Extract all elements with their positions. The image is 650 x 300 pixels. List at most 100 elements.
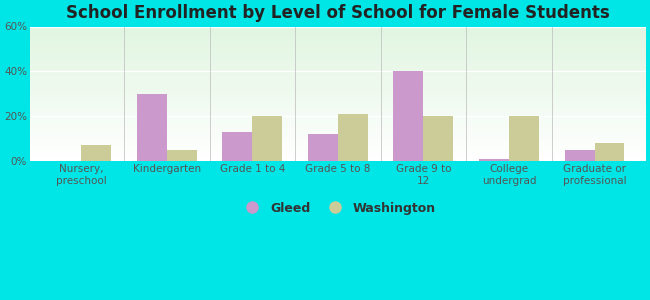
- Bar: [30, 41, 646, 43]
- Bar: [30, 63, 646, 64]
- Bar: [30, 109, 646, 110]
- Bar: [30, 156, 646, 157]
- Bar: [30, 90, 646, 91]
- Bar: [30, 97, 646, 98]
- Bar: [30, 98, 646, 99]
- Bar: [30, 70, 646, 71]
- Bar: [30, 48, 646, 50]
- Bar: [30, 37, 646, 39]
- Bar: [30, 75, 646, 76]
- Bar: [30, 94, 646, 95]
- Bar: [393, 71, 423, 161]
- Bar: [30, 32, 646, 33]
- Bar: [30, 80, 646, 82]
- Bar: [30, 105, 646, 106]
- Bar: [30, 106, 646, 107]
- Bar: [30, 60, 646, 62]
- Bar: [30, 92, 646, 94]
- Bar: [30, 39, 646, 40]
- Bar: [30, 100, 646, 102]
- Bar: [30, 130, 646, 132]
- Bar: [30, 141, 646, 142]
- Bar: [30, 134, 646, 136]
- Bar: [30, 110, 646, 111]
- Bar: [30, 103, 646, 105]
- Bar: [30, 61, 646, 63]
- Bar: [30, 84, 646, 86]
- Bar: [30, 33, 646, 34]
- Bar: [222, 132, 252, 161]
- Bar: [30, 56, 646, 58]
- Bar: [30, 34, 646, 36]
- Bar: [30, 116, 646, 117]
- Bar: [30, 71, 646, 72]
- Bar: [30, 64, 646, 66]
- Legend: Gleed, Washington: Gleed, Washington: [235, 196, 441, 220]
- Bar: [30, 119, 646, 121]
- Bar: [30, 125, 646, 126]
- Bar: [30, 137, 646, 138]
- Bar: [30, 149, 646, 150]
- Bar: [479, 159, 509, 161]
- Bar: [30, 36, 646, 37]
- Bar: [30, 79, 646, 80]
- Bar: [252, 116, 282, 161]
- Bar: [30, 51, 646, 52]
- Bar: [30, 144, 646, 145]
- Bar: [30, 140, 646, 141]
- Bar: [30, 72, 646, 74]
- Bar: [30, 45, 646, 47]
- Bar: [30, 133, 646, 134]
- Bar: [30, 29, 646, 31]
- Bar: [30, 121, 646, 122]
- Bar: [30, 59, 646, 60]
- Bar: [423, 116, 453, 161]
- Bar: [30, 78, 646, 79]
- Bar: [30, 47, 646, 48]
- Bar: [30, 124, 646, 125]
- Bar: [30, 136, 646, 137]
- Bar: [30, 160, 646, 161]
- Bar: [30, 44, 646, 45]
- Bar: [30, 58, 646, 59]
- Bar: [30, 148, 646, 149]
- Bar: [30, 132, 646, 133]
- Bar: [565, 150, 595, 161]
- Bar: [30, 55, 646, 56]
- Bar: [30, 31, 646, 32]
- Bar: [30, 113, 646, 114]
- Bar: [30, 154, 646, 156]
- Bar: [30, 138, 646, 140]
- Bar: [30, 142, 646, 144]
- Bar: [30, 128, 646, 129]
- Bar: [30, 107, 646, 109]
- Bar: [30, 146, 646, 148]
- Bar: [30, 83, 646, 84]
- Bar: [595, 143, 625, 161]
- Bar: [30, 76, 646, 78]
- Bar: [30, 82, 646, 83]
- Bar: [30, 40, 646, 41]
- Bar: [30, 114, 646, 116]
- Bar: [30, 157, 646, 158]
- Bar: [30, 91, 646, 92]
- Bar: [30, 102, 646, 103]
- Bar: [338, 114, 368, 161]
- Bar: [167, 150, 197, 161]
- Bar: [81, 146, 111, 161]
- Bar: [30, 74, 646, 75]
- Bar: [30, 28, 646, 29]
- Bar: [30, 152, 646, 153]
- Bar: [30, 111, 646, 113]
- Bar: [30, 122, 646, 124]
- Bar: [30, 126, 646, 128]
- Bar: [30, 52, 646, 53]
- Bar: [30, 95, 646, 97]
- Bar: [30, 43, 646, 44]
- Bar: [30, 118, 646, 119]
- Bar: [30, 53, 646, 55]
- Bar: [30, 26, 646, 28]
- Bar: [509, 116, 539, 161]
- Bar: [30, 86, 646, 87]
- Bar: [30, 99, 646, 101]
